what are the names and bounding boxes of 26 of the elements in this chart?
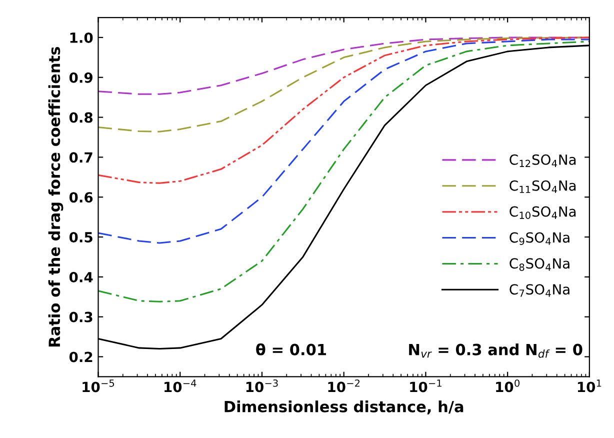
y-tick-label: 0.5 bbox=[69, 232, 92, 242]
x-tick-label: 10$^{−1}$ bbox=[410, 380, 442, 392]
x-tick-label: 10$^{−2}$ bbox=[328, 379, 360, 392]
y-tick-label: 1.0 bbox=[70, 32, 93, 43]
x-tick-label: 10$^{1}$ bbox=[578, 380, 602, 392]
annotation: θ = 0.01 bbox=[256, 343, 326, 356]
legend-label: C$_{11}$SO$_{4}$Na bbox=[510, 180, 576, 193]
y-tick-label: 0.4 bbox=[69, 272, 93, 282]
y-tick-label: 0.6 bbox=[69, 192, 93, 203]
annotation: N$_{vr}$ = 0.3 and N$_{df}$ = 0 bbox=[409, 344, 582, 358]
x-axis-title: Dimensionless distance, h/a bbox=[224, 400, 464, 414]
y-axis-title: Ratio of the drag force coefficients bbox=[48, 47, 64, 346]
x-tick-label: 10$^{0}$ bbox=[496, 379, 520, 392]
x-tick-label: 10$^{−5}$ bbox=[82, 380, 114, 392]
legend-label: C$_{7}$SO$_{4}$Na bbox=[510, 284, 570, 297]
y-tick-label: 0.3 bbox=[69, 312, 92, 322]
y-tick-label: 0.7 bbox=[69, 152, 92, 163]
legend-label: C$_{9}$SO$_{4}$Na bbox=[510, 232, 570, 245]
y-tick-label: 0.9 bbox=[69, 72, 92, 83]
legend-label: C$_{8}$SO$_{4}$Na bbox=[510, 258, 570, 271]
x-tick-label: 10$^{−4}$ bbox=[164, 380, 196, 392]
x-tick-label: 10$^{−3}$ bbox=[246, 379, 278, 392]
y-tick-label: 0.2 bbox=[69, 352, 92, 362]
legend-label: C$_{10}$SO$_{4}$Na bbox=[510, 206, 576, 220]
legend-label: C$_{12}$SO$_{4}$Na bbox=[510, 154, 576, 167]
y-tick-label: 0.8 bbox=[69, 112, 93, 123]
